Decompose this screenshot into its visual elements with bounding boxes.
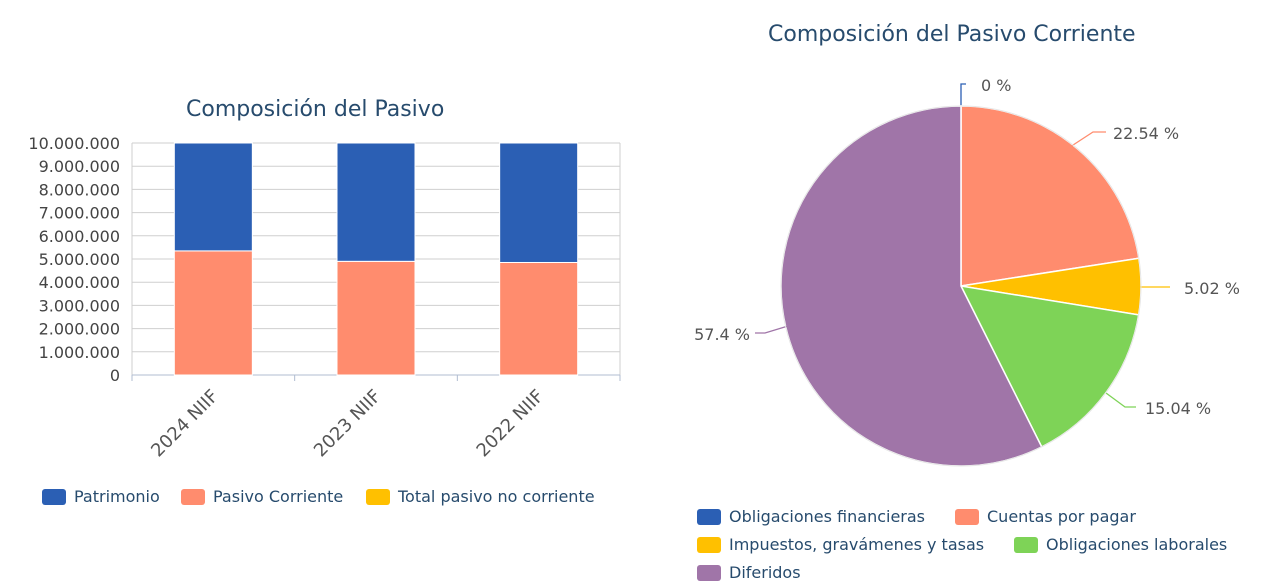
bar-pasivo-corriente-2022-niif[interactable] (499, 261, 579, 376)
legend-swatch (697, 508, 721, 525)
legend-swatch (697, 536, 721, 553)
legend-label: Total pasivo no corriente (398, 487, 595, 506)
bar-pasivo-corriente-2023-niif[interactable] (336, 260, 416, 376)
legend-item-cuentas-por-pagar[interactable]: Cuentas por pagar (955, 507, 1136, 526)
legend-swatch (181, 488, 205, 505)
pie-data-label: 0 % (981, 76, 1011, 95)
legend-label: Obligaciones financieras (729, 507, 926, 526)
bar-chart-title: Composición del Pasivo (186, 97, 445, 122)
legend-swatch (366, 488, 390, 505)
legend-swatch (42, 488, 66, 505)
pie-chart-title: Composición del Pasivo Corriente (768, 22, 1136, 47)
legend-item-obligaciones-financieras[interactable]: Obligaciones financieras (697, 507, 925, 526)
y-tick-label: 2.000.000 (39, 320, 120, 339)
bar-patrimonio-2023-niif[interactable] (336, 142, 416, 262)
legend-label: Patrimonio (74, 487, 160, 506)
legend-item-obligaciones-laborales[interactable]: Obligaciones laborales (1014, 535, 1227, 554)
legend-item-diferidos[interactable]: Diferidos (697, 563, 801, 582)
pie-data-label: 5.02 % (1184, 279, 1240, 298)
y-tick-label: 1.000.000 (39, 343, 120, 362)
y-tick-label: 8.000.000 (39, 180, 120, 199)
y-tick-label: 5.000.000 (39, 250, 120, 269)
bar-pasivo-corriente-2024-niif[interactable] (173, 250, 253, 376)
legend-label: Impuestos, gravámenes y tasas (729, 535, 985, 554)
legend-swatch (697, 564, 721, 581)
legend-label: Obligaciones laborales (1046, 535, 1228, 554)
y-tick-label: 3.000.000 (39, 296, 120, 315)
legend-label: Cuentas por pagar (987, 507, 1136, 526)
y-tick-label: 10.000.000 (28, 134, 120, 153)
y-tick-label: 7.000.000 (39, 204, 120, 223)
legend-label: Pasivo Corriente (213, 487, 344, 506)
x-tick-label: 2022 NIIF (473, 386, 549, 462)
legend-item-total-pasivo-no-corriente[interactable]: Total pasivo no corriente (366, 487, 595, 506)
pie-label-connector (1105, 392, 1136, 408)
pie-data-label: 22.54 % (1113, 124, 1179, 143)
legend-item-patrimonio[interactable]: Patrimonio (42, 487, 160, 506)
y-tick-label: 9.000.000 (39, 157, 120, 176)
y-tick-label: 0 (110, 366, 120, 385)
legend-item-impuestos-gravamenes-y-tasas[interactable]: Impuestos, gravámenes y tasas (697, 535, 984, 554)
pie-label-connector (1069, 131, 1106, 148)
pie-outline (780, 105, 1142, 467)
pie-label-connector (755, 325, 789, 334)
y-tick-label: 6.000.000 (39, 227, 120, 246)
legend-swatch (1014, 536, 1038, 553)
x-tick-label: 2024 NIIF (147, 386, 223, 462)
bar-patrimonio-2022-niif[interactable] (499, 142, 579, 263)
pie-label-connector (960, 83, 966, 106)
legend-item-pasivo-corriente[interactable]: Pasivo Corriente (181, 487, 343, 506)
x-tick-label: 2023 NIIF (310, 386, 386, 462)
pie-data-label: 15.04 % (1145, 399, 1211, 418)
pie-data-label: 57.4 % (694, 325, 750, 344)
legend-label: Diferidos (729, 563, 801, 582)
legend-swatch (955, 508, 979, 525)
y-tick-label: 4.000.000 (39, 273, 120, 292)
bar-patrimonio-2024-niif[interactable] (173, 142, 253, 252)
